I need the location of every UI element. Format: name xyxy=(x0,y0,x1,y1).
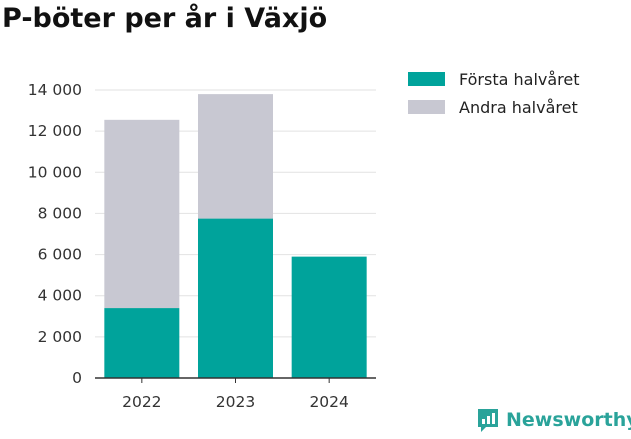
legend-label: Första halvåret xyxy=(459,70,580,89)
legend-swatch xyxy=(408,100,445,114)
y-tick-label: 8 000 xyxy=(38,204,82,222)
brand-name: Newsworthy xyxy=(506,409,631,431)
x-tick-label: 2022 xyxy=(122,393,161,411)
y-tick-label: 14 000 xyxy=(28,81,82,99)
newsworthy-logo-icon xyxy=(478,409,498,432)
x-tick-label: 2023 xyxy=(216,393,255,411)
y-tick-label: 2 000 xyxy=(38,328,82,346)
chart-title: P-böter per år i Växjö xyxy=(2,3,328,34)
bar-2022-series-2 xyxy=(104,119,180,309)
brand-logo: Newsworthy xyxy=(476,407,631,433)
y-tick-label: 0 xyxy=(72,369,82,387)
y-tick-label: 10 000 xyxy=(28,163,82,181)
x-tick-label: 2024 xyxy=(309,393,348,411)
axes: 0 2 000 4 000 6 000 8 000 10 000 12 000 14 000 2… xyxy=(28,81,376,411)
y-tick-label: 6 000 xyxy=(38,246,82,264)
y-tick-label: 4 000 xyxy=(38,287,82,305)
bars xyxy=(104,94,367,378)
legend: Första halvåret Andra halvåret xyxy=(408,70,580,117)
legend-label: Andra halvåret xyxy=(459,98,578,117)
bar-2022-series-1 xyxy=(104,308,180,378)
bar-2023-series-2 xyxy=(198,94,273,219)
bar-2024-series-1 xyxy=(291,256,367,378)
bar-2023-series-1 xyxy=(198,218,273,378)
y-tick-label: 12 000 xyxy=(28,122,82,140)
legend-swatch xyxy=(408,72,445,86)
